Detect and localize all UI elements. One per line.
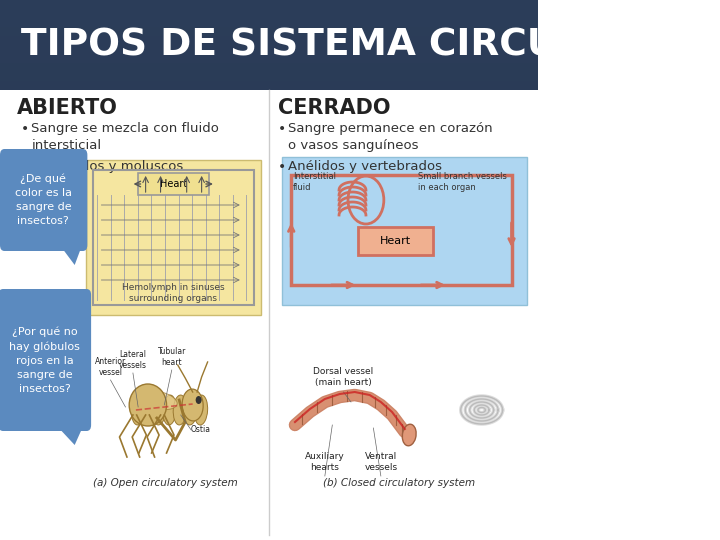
Ellipse shape xyxy=(163,395,176,425)
FancyBboxPatch shape xyxy=(0,0,538,90)
Ellipse shape xyxy=(153,395,166,425)
Text: Anterior
vessel: Anterior vessel xyxy=(95,357,126,377)
Ellipse shape xyxy=(174,395,186,425)
Text: Ventral
vessels: Ventral vessels xyxy=(364,452,397,472)
Polygon shape xyxy=(60,245,82,265)
Text: Sangre se mezcla con fluido
intersticial: Sangre se mezcla con fluido intersticial xyxy=(32,122,219,152)
Text: Sangre permanece en corazón
o vasos sanguíneos: Sangre permanece en corazón o vasos sang… xyxy=(288,122,493,152)
Ellipse shape xyxy=(184,395,197,425)
Ellipse shape xyxy=(129,384,166,426)
Ellipse shape xyxy=(182,389,203,421)
Text: Tubular
heart: Tubular heart xyxy=(158,347,186,367)
FancyBboxPatch shape xyxy=(86,160,261,315)
Text: Auxiliary
hearts: Auxiliary hearts xyxy=(305,452,345,472)
FancyBboxPatch shape xyxy=(0,90,538,540)
Text: Small branch vessels
in each organ: Small branch vessels in each organ xyxy=(418,172,507,192)
Text: (b) Closed circulatory system: (b) Closed circulatory system xyxy=(323,478,476,488)
Text: Interstitial
fluid: Interstitial fluid xyxy=(293,172,336,192)
Text: Dorsal vessel
(main heart): Dorsal vessel (main heart) xyxy=(313,367,374,387)
Text: Anélidos y vertebrados: Anélidos y vertebrados xyxy=(288,160,442,173)
Text: Lateral
vessels: Lateral vessels xyxy=(119,350,147,370)
FancyBboxPatch shape xyxy=(282,157,527,305)
Text: TIPOS DE SISTEMA CIRCULATORIO: TIPOS DE SISTEMA CIRCULATORIO xyxy=(21,28,720,64)
FancyBboxPatch shape xyxy=(0,289,91,431)
FancyBboxPatch shape xyxy=(359,227,433,255)
Ellipse shape xyxy=(142,395,156,425)
Polygon shape xyxy=(56,425,84,445)
Text: •: • xyxy=(21,122,29,136)
Ellipse shape xyxy=(131,395,145,425)
Text: Hemolymph in sinuses
surrounding organs: Hemolymph in sinuses surrounding organs xyxy=(122,283,225,303)
Text: ¿Por qué no
hay glóbulos
rojos en la
sangre de
insectos?: ¿Por qué no hay glóbulos rojos en la san… xyxy=(9,326,80,394)
Text: Artrópodos y moluscos: Artrópodos y moluscos xyxy=(32,160,184,173)
Text: •: • xyxy=(278,160,286,174)
Text: ABIERTO: ABIERTO xyxy=(17,98,117,118)
Text: CERRADO: CERRADO xyxy=(278,98,390,118)
Ellipse shape xyxy=(194,395,207,425)
Text: Heart: Heart xyxy=(380,236,411,246)
Text: Ostia: Ostia xyxy=(190,425,210,434)
Ellipse shape xyxy=(402,424,416,446)
FancyBboxPatch shape xyxy=(138,173,209,195)
Ellipse shape xyxy=(137,390,177,410)
FancyBboxPatch shape xyxy=(0,149,87,251)
Text: ¿De qué
color es la
sangre de
insectos?: ¿De qué color es la sangre de insectos? xyxy=(15,174,72,226)
Text: •: • xyxy=(21,160,29,174)
Text: •: • xyxy=(278,122,286,136)
Text: Heart: Heart xyxy=(160,179,187,189)
Text: (a) Open circulatory system: (a) Open circulatory system xyxy=(94,478,238,488)
Circle shape xyxy=(196,396,202,404)
